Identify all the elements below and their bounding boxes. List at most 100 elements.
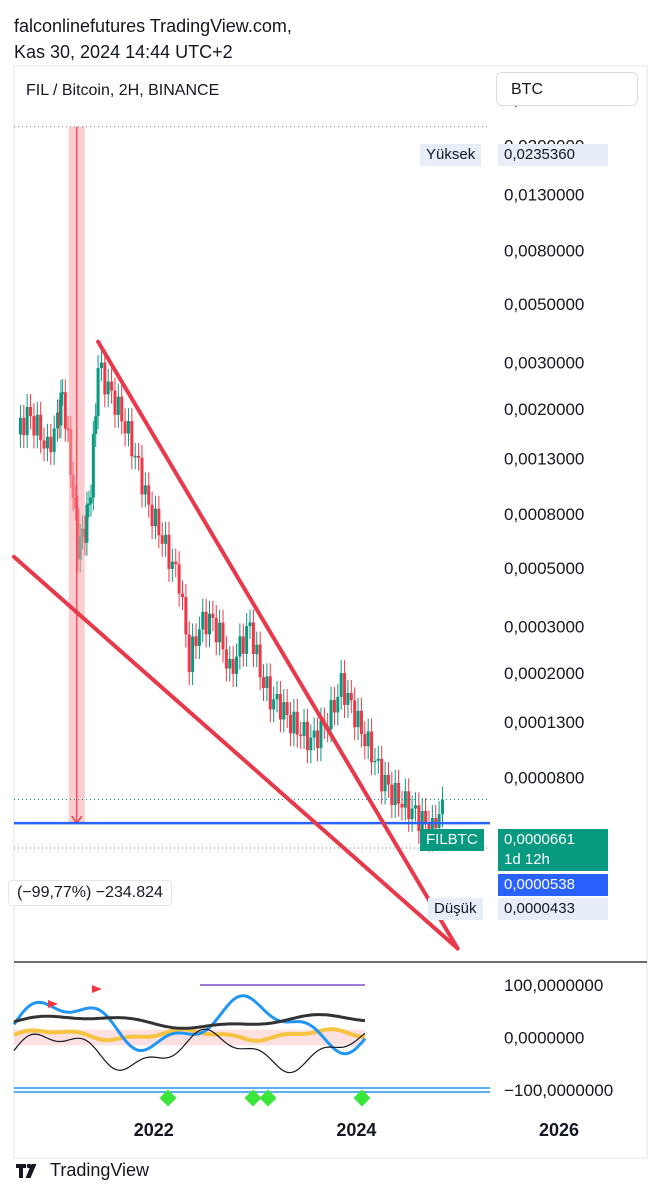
y-tick-label: 0,0020000 <box>504 400 584 419</box>
low-value-label: 0,0000433 <box>498 898 608 920</box>
candle-body <box>42 440 46 449</box>
candle-body <box>94 416 98 435</box>
footer-brand[interactable]: TradingView <box>14 1160 149 1181</box>
candle-body <box>437 814 441 829</box>
candle-body <box>292 711 296 734</box>
candle-body <box>417 805 421 832</box>
candle-body <box>150 504 154 527</box>
candle-body <box>295 711 299 735</box>
chart-border <box>13 65 648 1159</box>
y-tick-label: 0,0080000 <box>504 241 584 260</box>
candle-body <box>376 758 380 761</box>
candle-body <box>316 730 320 749</box>
candle-body <box>211 613 215 618</box>
candle-body <box>424 810 428 824</box>
candle-body <box>359 710 363 735</box>
x-tick-label: 2026 <box>539 1120 579 1140</box>
candle-body <box>241 636 245 654</box>
y-tick-label: 0,0000800 <box>504 769 584 788</box>
candle-body <box>106 381 110 395</box>
candle-body <box>180 593 184 598</box>
line-price-label: 0,0000538 <box>498 874 608 896</box>
candle-body <box>91 434 95 498</box>
candle-body <box>370 731 374 763</box>
candle-body <box>25 406 29 436</box>
candle-body <box>140 457 144 495</box>
candle-body <box>120 396 124 422</box>
candle-body <box>137 455 141 458</box>
candle-body <box>390 784 394 806</box>
candle-body <box>133 455 137 458</box>
candle-body <box>66 428 70 431</box>
candle-body <box>83 528 87 543</box>
candle-body <box>410 808 414 820</box>
y-tick-label: 0,0050000 <box>504 295 584 314</box>
candle-body <box>49 436 53 452</box>
candle-body <box>103 362 107 395</box>
osc-yellow-wave <box>13 1027 366 1043</box>
footer-brand-text: TradingView <box>50 1160 150 1180</box>
y-tick-label: 0,0003000 <box>504 617 584 636</box>
candle-body <box>386 774 390 785</box>
candle-body <box>177 564 181 594</box>
candle-body <box>353 700 357 728</box>
candle-body <box>289 714 293 734</box>
symbol-title: FIL / Bitcoin, 2H, BINANCE <box>26 82 220 99</box>
candle-body <box>373 760 377 763</box>
y-tick-label: 0,0013000 <box>504 449 584 468</box>
x-tick-label: 2024 <box>336 1120 376 1140</box>
candle-body <box>407 791 411 820</box>
candle-body <box>130 421 134 457</box>
candle-body <box>245 626 249 654</box>
header-author: falconlinefutures TradingView.com, <box>14 16 292 36</box>
high-word-label: Yüksek <box>420 144 482 166</box>
candle-body <box>278 694 282 720</box>
osc-y-tick-label: 100,0000000 <box>504 976 603 995</box>
currency-button[interactable]: BTC <box>496 72 638 106</box>
header-timestamp: Kas 30, 2024 14:44 UTC+2 <box>14 42 233 62</box>
candle-body <box>167 534 171 569</box>
candle-body <box>305 721 309 751</box>
candle-body <box>238 636 242 657</box>
candle-body <box>272 699 276 710</box>
candle-body <box>116 396 120 415</box>
candle-body <box>383 774 387 792</box>
x-tick-label: 2022 <box>134 1120 174 1140</box>
candle-body <box>403 791 407 808</box>
candle-body <box>268 676 272 710</box>
candle-body <box>61 392 65 394</box>
candle-body <box>420 810 424 832</box>
osc-blue-wave <box>12 994 367 1056</box>
measure-label: (−99,77%) −234.824 <box>8 880 172 906</box>
candle-body <box>85 504 89 543</box>
candle-body <box>164 534 168 544</box>
candle-body <box>356 710 360 728</box>
candle-body <box>110 381 114 391</box>
candle-body <box>299 734 303 737</box>
candle-body <box>275 694 279 700</box>
osc-flag-icon <box>92 985 102 993</box>
candle-body <box>147 485 151 505</box>
candle-body <box>32 416 36 436</box>
candle-body <box>29 406 33 417</box>
candle-body <box>265 676 269 689</box>
candle-body <box>255 644 259 655</box>
candle-body <box>430 817 434 839</box>
candle-body <box>39 414 43 441</box>
candle-body <box>339 673 343 697</box>
candle-body <box>312 730 316 738</box>
osc-thin-wave <box>13 1028 366 1074</box>
candle-body <box>251 622 255 655</box>
candle-body <box>18 417 22 435</box>
y-tick-label: 0,0002000 <box>504 664 584 683</box>
candle-body <box>143 485 147 495</box>
candle-body <box>52 428 56 452</box>
candle-body <box>63 392 67 429</box>
candle-body <box>440 799 444 815</box>
candle-body <box>35 414 39 436</box>
candle-body <box>157 508 161 536</box>
candle-body <box>174 561 178 565</box>
tradingview-logo-icon <box>16 1163 37 1178</box>
countdown-label: 1d 12h <box>498 849 608 871</box>
